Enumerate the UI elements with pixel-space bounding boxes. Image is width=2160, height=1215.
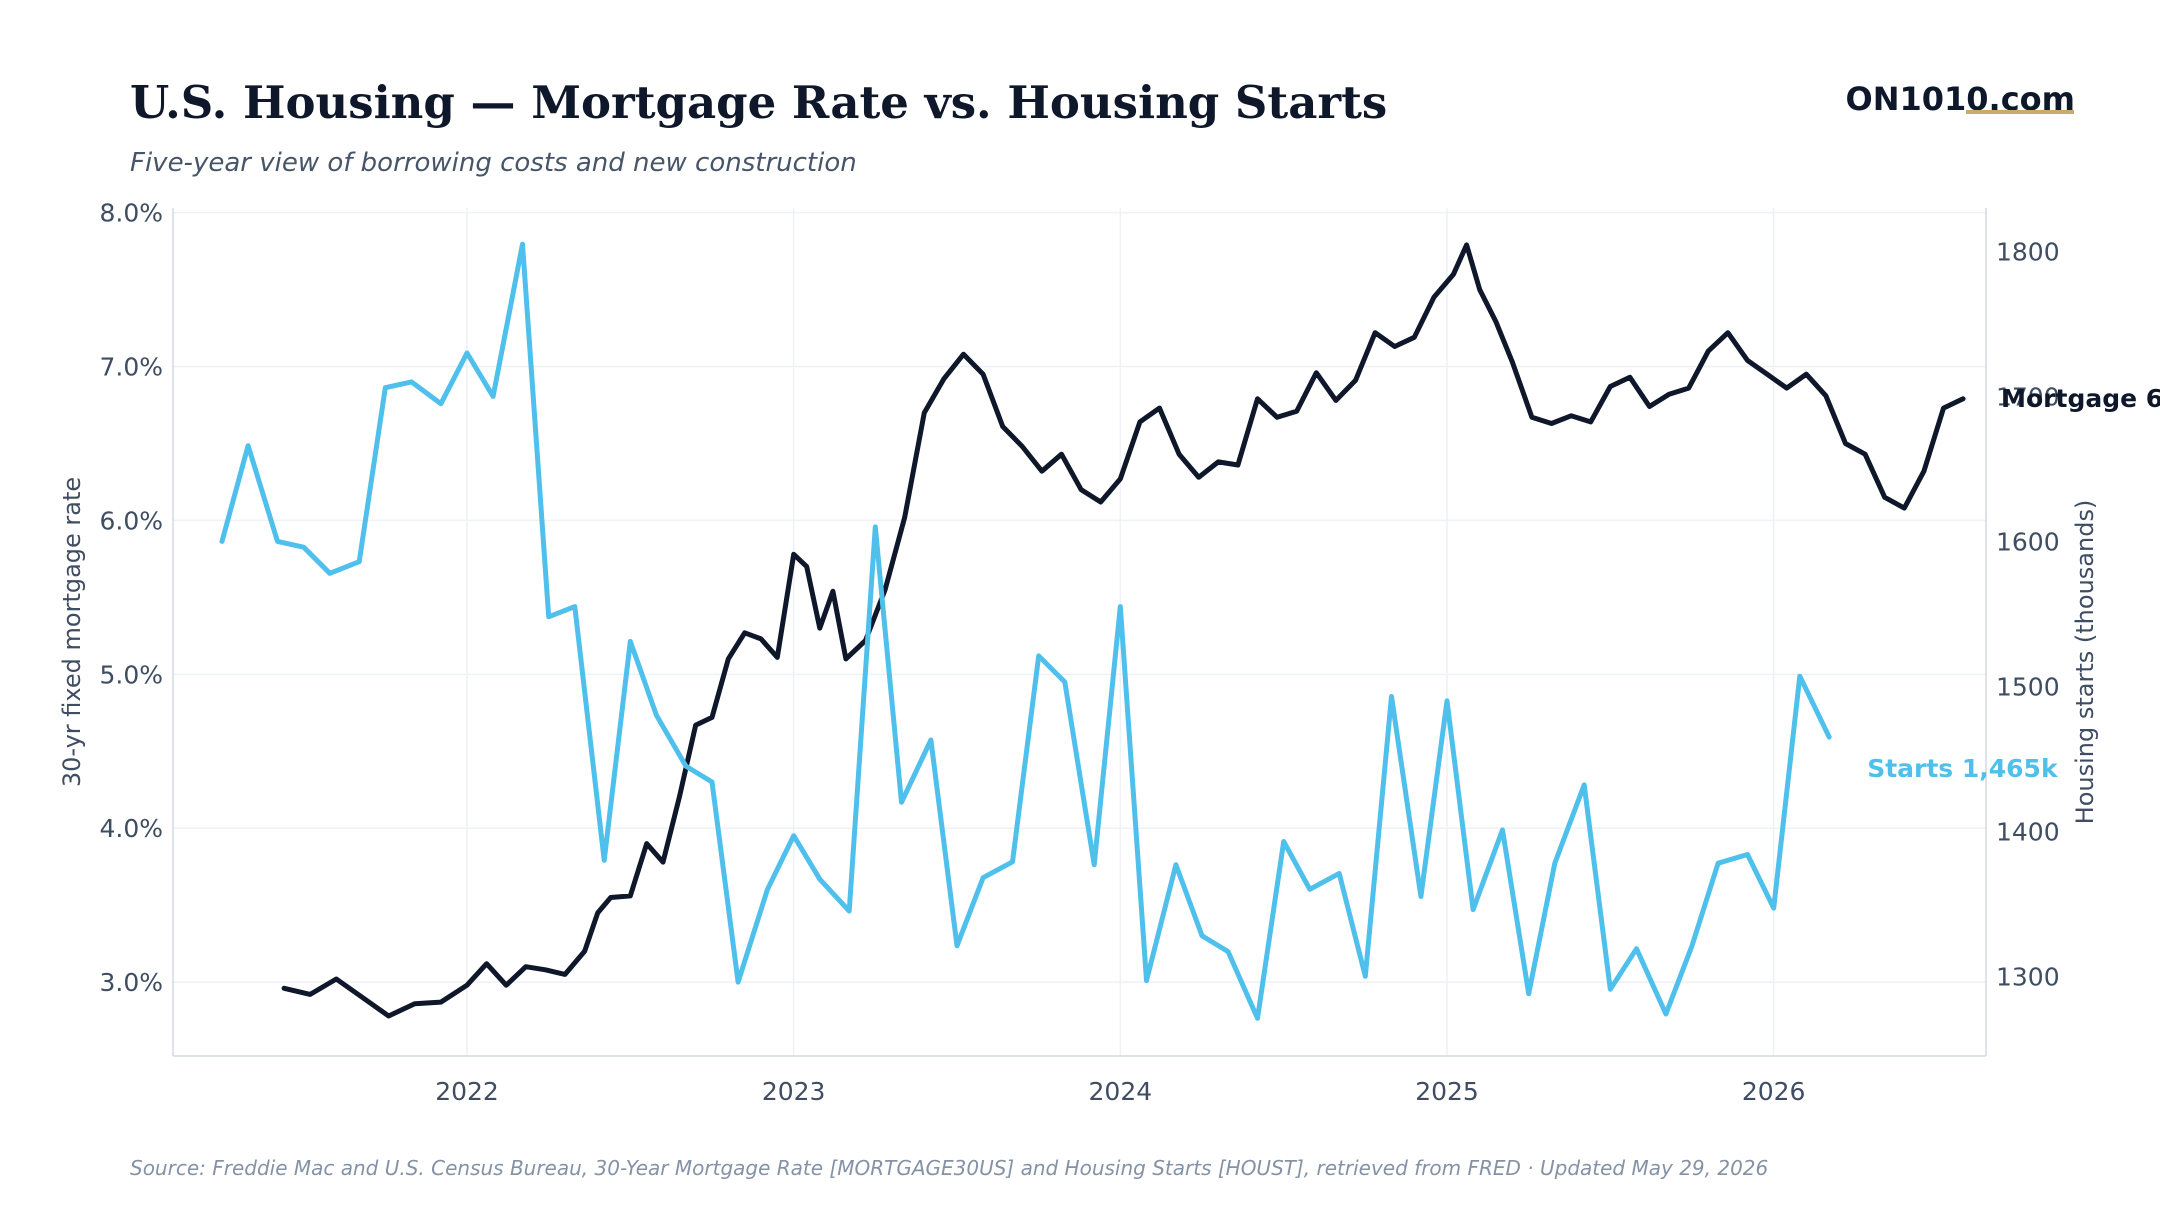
y-right-axis-title: Housing starts (thousands) [2071,500,2099,825]
label-layer: Mortgage 6.53% Starts 1,465k [1867,384,2160,783]
grid-layer [173,208,1986,1056]
mortgage-end-label: Mortgage 6.53% [2001,384,2160,413]
y-left-tick-label: 6.0% [99,506,163,535]
y-right-tick-label: 1700 [1996,382,2060,411]
series-layer [219,241,1966,1021]
y-left-tick-label: 4.0% [99,814,163,843]
y-right-tick-label: 1600 [1996,527,2060,556]
starts-end-label: Starts 1,465k [1867,754,2059,783]
y-left-tick-label: 3.0% [99,968,163,997]
y-right-tick-label: 1400 [1996,817,2060,846]
y-left-axis-title: 30-yr fixed mortgage rate [58,477,86,787]
x-tick-label: 2023 [762,1077,826,1106]
chart-subtitle: Five-year view of borrowing costs and ne… [130,148,857,178]
source-note: Source: Freddie Mac and U.S. Census Bure… [130,1156,1769,1180]
x-tick-label: 2022 [435,1077,499,1106]
x-tick-label: 2025 [1415,1077,1479,1106]
chart-title: U.S. Housing — Mortgage Rate vs. Housing… [130,76,1388,129]
mortgage-series-line [281,242,1966,1019]
x-tick-label: 2024 [1089,1077,1153,1106]
starts-series-line [219,241,1832,1021]
y-left-tick-label: 8.0% [99,199,163,228]
y-right-tick-label: 1300 [1996,962,2060,991]
y-right-tick-label: 1500 [1996,672,2060,701]
x-tick-label: 2026 [1742,1077,1806,1106]
axis-layer: 3.0% 4.0% 5.0% 6.0% 7.0% 8.0% 2022 2023 2024 2025… [58,199,2099,1106]
y-left-tick-label: 5.0% [99,660,163,689]
y-right-tick-label: 1800 [1996,237,2060,266]
brand-underline [1966,110,2074,114]
y-left-tick-label: 7.0% [99,353,163,382]
